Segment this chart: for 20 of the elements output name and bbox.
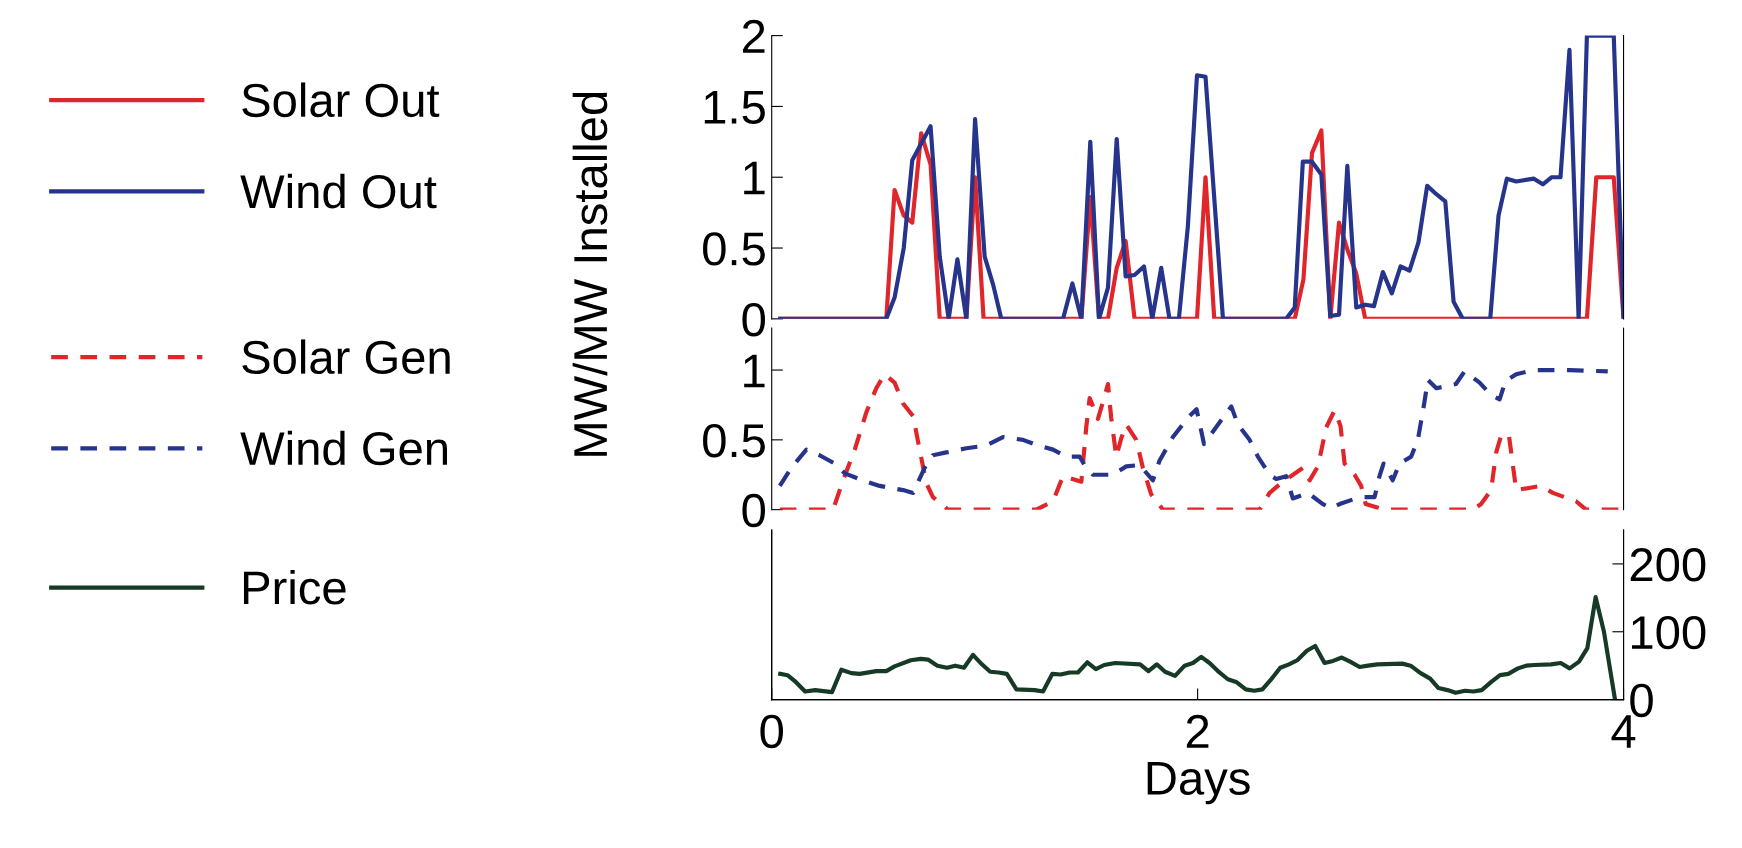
y2-tick-label: 100 bbox=[1632, 615, 1706, 650]
y-tick-label: 1 bbox=[744, 354, 765, 388]
legend-label: Wind Gen bbox=[240, 430, 447, 466]
legend-label: Solar Gen bbox=[242, 339, 450, 375]
x-tick-label: 2 bbox=[1186, 714, 1209, 748]
legend-label: Wind Out bbox=[240, 173, 437, 209]
y-tick-label: 2 bbox=[742, 19, 765, 53]
legend-label: Price bbox=[243, 569, 346, 605]
y-tick-label: 1.5 bbox=[704, 91, 765, 124]
line-series bbox=[778, 595, 1618, 700]
y-tick-label: 0 bbox=[742, 493, 765, 528]
y2-tick-label: 200 bbox=[1630, 548, 1706, 582]
y-tick-label: 0 bbox=[742, 302, 765, 337]
y-tick-label: 0.5 bbox=[703, 423, 765, 458]
y-axis-title: MW/MW Installed bbox=[572, 92, 608, 456]
y-tick-label: 1 bbox=[744, 161, 765, 195]
legend-label: Solar Out bbox=[242, 82, 440, 118]
line-series bbox=[778, 35, 1624, 319]
x-axis-title: Days bbox=[1147, 762, 1250, 805]
y-tick-label: 0.5 bbox=[703, 232, 765, 266]
